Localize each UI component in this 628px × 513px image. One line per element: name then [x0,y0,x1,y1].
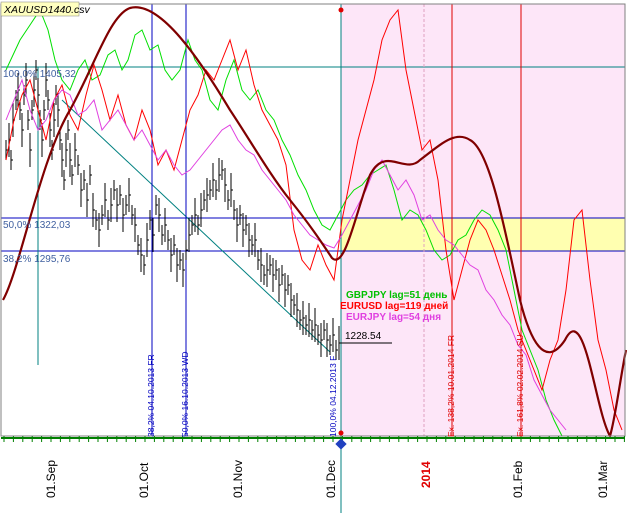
fib-label-100: 100,0% 1405,32 [3,69,76,80]
legend-eurjpy: EURJPY lag=54 дня [346,312,441,323]
cycle-line [2,6,628,439]
vmarker-label-wd-oct: 50,0% 16.10.2013 WD [180,351,190,437]
x-tick-sep: 01.Sep [44,460,58,498]
series-lines [5,8,623,437]
x-tick-oct: 01.Oct [137,462,151,498]
legend: GBPJPY lag=51 день EURUSD lag=119 дней E… [340,290,448,323]
price-bars [5,60,341,360]
marker-dot-bottom [338,430,344,436]
cycle-line-group [2,6,628,439]
vmarker-label-dec: 100,0% 04.12.2013 F [328,356,338,437]
bottom-strip [1,436,625,450]
current-bar-marker [335,438,347,450]
legend-eurusd: EURUSD lag=119 дней [340,301,448,312]
x-axis-labels: 01.Sep 01.Oct 01.Nov 01.Dec 2014 01.Feb … [44,460,610,498]
plot-border [0,3,626,437]
legend-gbpjpy: GBPJPY lag=51 день [346,290,447,301]
x-tick-feb: 01.Feb [511,460,525,498]
chart-title: XAUUSD1440.csv [3,4,91,16]
series-line-gbpjpy [5,8,563,437]
x-tick-nov: 01.Nov [231,460,245,498]
x-tick-2014: 2014 [419,461,433,488]
vmarker-label-feb: Ex. 161,8% 02.02.2014 SU [515,334,525,437]
vmarker-label-fr-oct: 38,2% 04.10.2013 FR [146,354,156,437]
trend-lines [37,67,331,365]
fib-50-382-band [341,218,625,251]
x-tick-dec: 01.Dec [324,460,338,498]
last-price-box: 1228.54 [340,331,392,344]
vmarker-label-jan: Ex. 138,2% 10.01.2014 FR [446,335,456,437]
vertical-lines [151,4,522,513]
fib-label-50: 50,0% 1322,03 [3,220,71,231]
series-line-eurjpy [5,78,567,431]
fib-label-382: 38,2% 1295,76 [3,254,71,265]
last-price-label: 1228.54 [345,331,382,342]
x-tick-mar: 01.Mar [596,461,610,498]
vertical-marker-labels: 38,2% 04.10.2013 FR 50,0% 16.10.2013 WD … [146,334,525,437]
trend-line-down [61,99,331,353]
marker-dot-top [338,7,344,13]
title-badge: XAUUSD1440.csv [0,1,91,17]
series-line-eurusd [5,8,623,431]
